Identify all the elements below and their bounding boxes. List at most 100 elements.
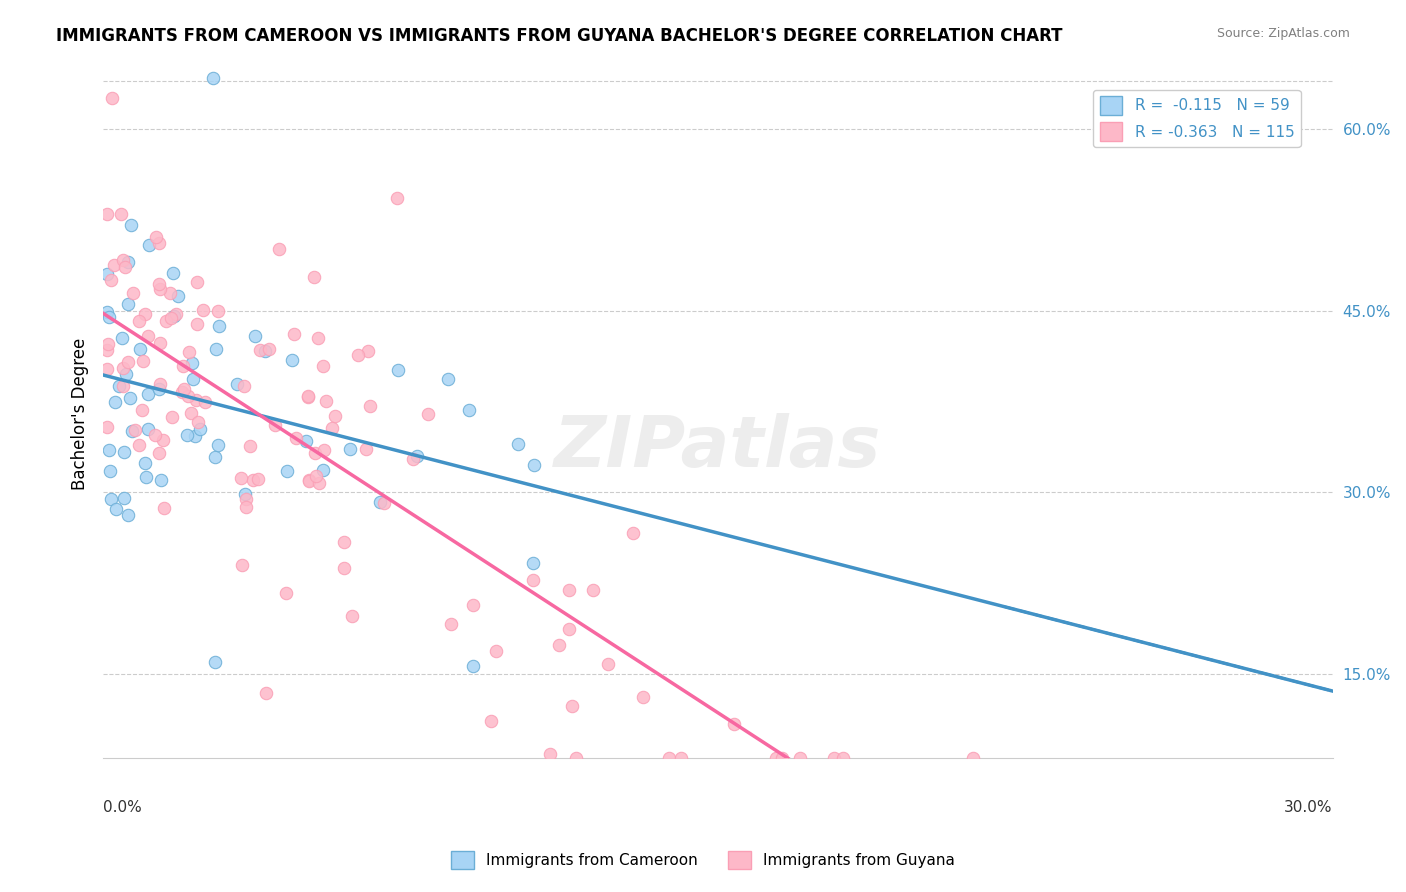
Point <box>463 659 485 673</box>
Point <box>204 656 226 670</box>
Point <box>117 255 139 269</box>
Point <box>561 699 583 714</box>
Text: IMMIGRANTS FROM CAMEROON VS IMMIGRANTS FROM GUYANA BACHELOR'S DEGREE CORRELATION: IMMIGRANTS FROM CAMEROON VS IMMIGRANTS F… <box>56 27 1063 45</box>
Point <box>96 420 118 434</box>
Point <box>276 586 298 600</box>
Point <box>96 207 118 221</box>
Point <box>124 423 146 437</box>
Point <box>183 429 205 443</box>
Point <box>461 599 484 613</box>
Point <box>180 406 202 420</box>
Point <box>457 403 479 417</box>
Point <box>129 342 152 356</box>
Point <box>110 330 132 344</box>
Point <box>538 747 561 762</box>
Point <box>172 359 194 373</box>
Point <box>302 270 325 285</box>
Point <box>405 449 427 463</box>
Point <box>104 501 127 516</box>
Point <box>276 464 298 478</box>
Point <box>832 751 855 765</box>
Point <box>633 690 655 704</box>
Point <box>134 456 156 470</box>
Point <box>148 277 170 291</box>
Point <box>136 422 159 436</box>
Point <box>506 437 529 451</box>
Point <box>333 561 356 575</box>
Point <box>117 508 139 522</box>
Point <box>558 582 581 597</box>
Point <box>368 495 391 509</box>
Point <box>172 385 194 400</box>
Point <box>167 288 190 302</box>
Point <box>205 343 228 357</box>
Point <box>621 525 644 540</box>
Text: 0.0%: 0.0% <box>103 800 142 814</box>
Point <box>177 345 200 359</box>
Point <box>314 442 336 457</box>
Point <box>723 716 745 731</box>
Point <box>312 359 335 373</box>
Point <box>149 473 172 487</box>
Point <box>153 500 176 515</box>
Point <box>149 335 172 350</box>
Point <box>333 534 356 549</box>
Point <box>148 235 170 250</box>
Point <box>225 376 247 391</box>
Text: ZIPatlas: ZIPatlas <box>554 413 882 483</box>
Point <box>100 464 122 478</box>
Point <box>149 282 172 296</box>
Point <box>823 751 845 765</box>
Point <box>112 491 135 505</box>
Point <box>128 314 150 328</box>
Point <box>269 242 291 256</box>
Point <box>159 310 181 325</box>
Point <box>235 500 257 515</box>
Point <box>523 458 546 473</box>
Point <box>186 317 208 331</box>
Point <box>160 410 183 425</box>
Point <box>354 442 377 456</box>
Point <box>112 253 135 268</box>
Point <box>246 472 269 486</box>
Point <box>243 328 266 343</box>
Point <box>176 428 198 442</box>
Point <box>163 310 186 324</box>
Point <box>138 238 160 252</box>
Point <box>789 751 811 765</box>
Point <box>132 354 155 368</box>
Point <box>582 583 605 598</box>
Point <box>233 487 256 501</box>
Point <box>298 474 321 488</box>
Point <box>437 372 460 386</box>
Text: Source: ZipAtlas.com: Source: ZipAtlas.com <box>1216 27 1350 40</box>
Point <box>207 438 229 452</box>
Point <box>187 415 209 429</box>
Point <box>208 319 231 334</box>
Point <box>297 390 319 404</box>
Point <box>235 492 257 507</box>
Point <box>321 421 343 435</box>
Point <box>162 266 184 280</box>
Point <box>298 473 321 487</box>
Point <box>111 361 134 376</box>
Point <box>186 275 208 289</box>
Point <box>229 470 252 484</box>
Point <box>122 286 145 301</box>
Point <box>304 469 326 483</box>
Point <box>254 686 277 700</box>
Point <box>558 622 581 636</box>
Point <box>340 609 363 624</box>
Point <box>239 439 262 453</box>
Point <box>596 657 619 671</box>
Point <box>136 387 159 401</box>
Point <box>128 438 150 452</box>
Point <box>103 259 125 273</box>
Point <box>131 403 153 417</box>
Point <box>108 378 131 392</box>
Point <box>136 328 159 343</box>
Point <box>121 424 143 438</box>
Point <box>148 382 170 396</box>
Point <box>96 267 118 281</box>
Point <box>134 307 156 321</box>
